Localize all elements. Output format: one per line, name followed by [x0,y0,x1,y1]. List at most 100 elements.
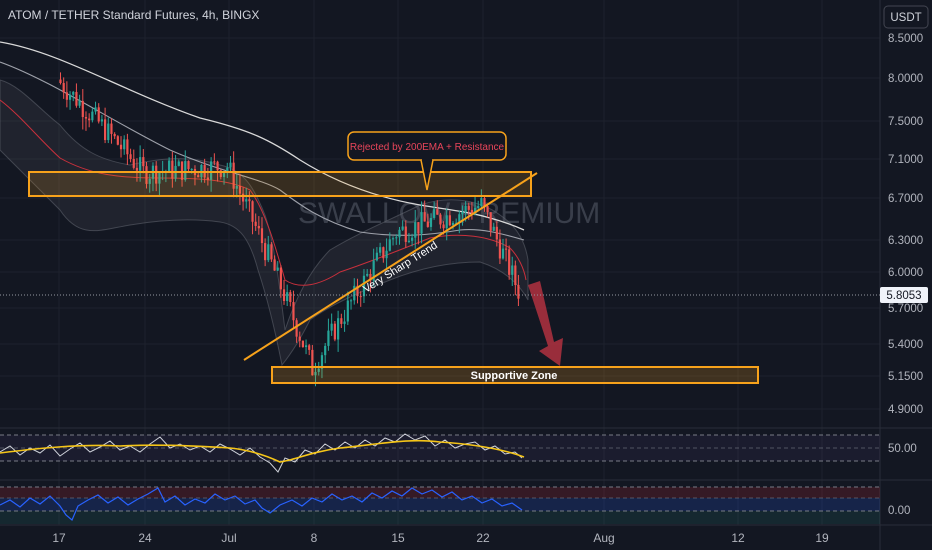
candle-body [486,206,489,213]
candle-body [190,168,193,170]
candle-body [489,212,492,231]
y-tick-label: 6.0000 [888,267,923,279]
candle-body [213,161,216,163]
ema-100-line [0,61,525,241]
candle-body [477,206,480,208]
candle-body [235,185,238,189]
candle-body [337,318,340,340]
candle-body [276,267,279,271]
candle-body [442,224,445,229]
candle-body [464,205,467,213]
candle-body [264,243,267,261]
candle-body [100,119,104,122]
candle-body [257,225,260,229]
y-tick-label: 6.7000 [888,193,923,205]
candle-body [492,226,495,231]
candle-body [232,162,235,189]
candle-body [88,118,91,121]
candle-body [458,214,461,223]
y-tick-label: 4.9000 [888,404,923,416]
candle-body [289,292,292,303]
trendline [243,172,538,361]
candle-body [346,300,349,322]
candle-body [304,345,308,348]
candle-body [511,265,514,275]
candle-body [270,244,273,260]
candle-body [184,161,187,180]
support-zone-label: Supportive Zone [471,370,558,382]
candle-body [171,160,174,179]
time-axis: 17 24 Jul 8 15 22 Aug 12 19 [52,531,829,545]
candlestick-series [59,72,520,387]
candle-body [238,185,242,194]
rsi-ma-line [0,439,525,463]
candle-body [279,267,282,290]
candle-body [107,123,110,141]
candle-body [295,320,298,337]
candle-body [219,170,222,177]
candle-body [94,107,97,112]
currency-button-label: USDT [890,12,921,24]
candle-body [349,300,353,302]
y-tick-label: 8.5000 [888,33,923,45]
candle-body [395,237,398,239]
candle-body [343,321,346,324]
candle-body [404,226,407,242]
candle-body [103,119,107,141]
candle-body [480,198,483,207]
chart-title: ATOM / TETHER Standard Futures, 4h, BING… [8,8,259,22]
candle-body [91,111,94,121]
y-tick-label: 5.4000 [888,339,923,351]
candle-body [407,240,411,242]
x-tick-label: Aug [593,531,614,545]
candle-body [251,201,254,222]
oscillator-line [0,487,523,521]
candle-body [260,228,264,244]
x-tick-label: Jul [221,531,236,545]
candle-body [320,355,324,369]
candle-body [187,161,190,170]
candle-body [286,292,289,301]
candle-body [340,318,343,324]
candle-body [180,161,184,180]
candle-body [451,222,455,226]
candle-body [426,221,429,227]
price-grid [0,0,880,525]
candle-body [317,368,320,372]
candle-body [372,260,375,281]
candle-body [391,238,395,240]
candle-body [72,91,75,95]
candle-body [514,265,517,286]
candle-body [467,205,470,210]
candle-body [433,209,436,218]
candle-body [470,209,474,215]
candle-body [126,139,129,155]
x-tick-label: 8 [311,531,318,545]
candle-body [110,123,113,134]
projection-arrow [528,281,563,366]
candle-body [254,221,257,226]
x-tick-label: 24 [138,531,152,545]
candle-body [248,199,251,202]
candle-body [359,296,362,298]
currency-button[interactable]: USDT [883,5,929,29]
candle-body [267,244,270,261]
candle-body [504,248,508,250]
callout: Rejected by 200EMA + Resistance [347,131,507,191]
price-scale: 8.5000 8.0000 7.5000 7.1000 6.7000 6.300… [880,33,928,517]
candle-body [417,222,420,234]
candle-body [330,323,333,331]
candle-body [62,83,65,93]
candle-body [327,330,330,346]
y-tick-label: 7.1000 [888,154,923,166]
candle-body [129,154,132,159]
candle-body [135,167,139,171]
rsi-line [0,433,523,473]
candle-body [448,215,451,226]
candle-body [353,285,356,301]
x-tick-label: 12 [731,531,745,545]
candle-body [501,248,505,259]
candle-body [113,133,116,137]
candle-body [245,199,248,202]
